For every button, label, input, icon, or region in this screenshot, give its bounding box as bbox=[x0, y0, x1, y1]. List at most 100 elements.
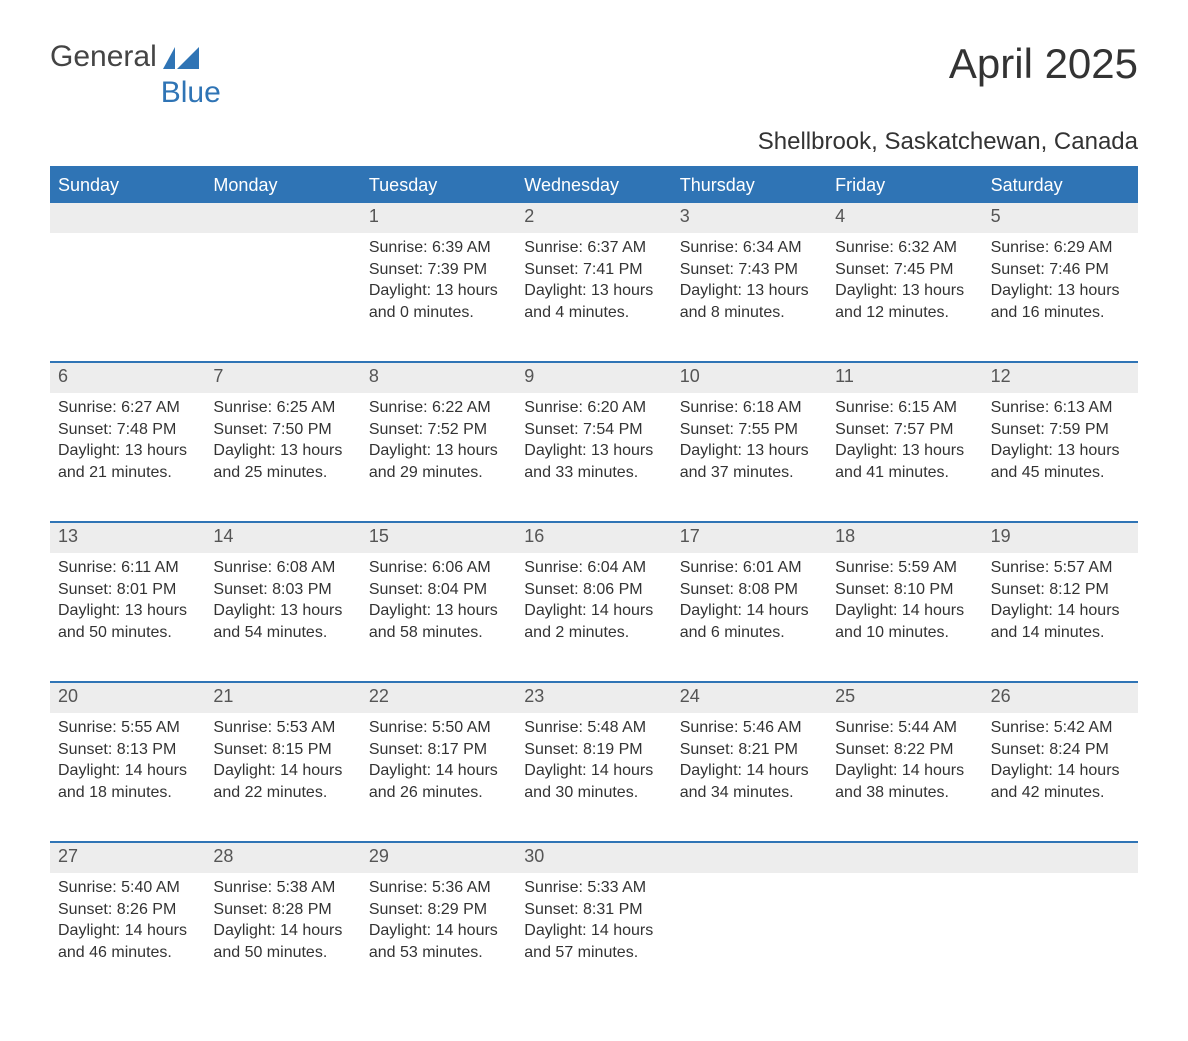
day-number: 27 bbox=[50, 843, 205, 873]
sunrise-text: Sunrise: 6:11 AM bbox=[58, 557, 197, 579]
sunset-text: Sunset: 7:41 PM bbox=[524, 259, 663, 281]
sunset-text: Sunset: 8:06 PM bbox=[524, 579, 663, 601]
day-number: 28 bbox=[205, 843, 360, 873]
title-block: April 2025 bbox=[949, 40, 1138, 88]
day-cell: Sunrise: 5:38 AMSunset: 8:28 PMDaylight:… bbox=[205, 873, 360, 1001]
daylight2-text: and 53 minutes. bbox=[369, 942, 508, 964]
sunset-text: Sunset: 7:39 PM bbox=[369, 259, 508, 281]
sunset-text: Sunset: 8:04 PM bbox=[369, 579, 508, 601]
daylight2-text: and 22 minutes. bbox=[213, 782, 352, 804]
day-number: 19 bbox=[983, 523, 1138, 553]
sunrise-text: Sunrise: 6:22 AM bbox=[369, 397, 508, 419]
sunrise-text: Sunrise: 5:36 AM bbox=[369, 877, 508, 899]
daylight2-text: and 34 minutes. bbox=[680, 782, 819, 804]
sunset-text: Sunset: 7:43 PM bbox=[680, 259, 819, 281]
dow-cell: Tuesday bbox=[361, 168, 516, 203]
sunset-text: Sunset: 7:57 PM bbox=[835, 419, 974, 441]
day-number: 2 bbox=[516, 203, 671, 233]
sunset-text: Sunset: 7:59 PM bbox=[991, 419, 1130, 441]
logo-part1: General bbox=[50, 40, 157, 74]
day-cell bbox=[205, 233, 360, 361]
sunrise-text: Sunrise: 5:38 AM bbox=[213, 877, 352, 899]
daylight1-text: Daylight: 14 hours bbox=[835, 600, 974, 622]
sunrise-text: Sunrise: 6:06 AM bbox=[369, 557, 508, 579]
daylight1-text: Daylight: 14 hours bbox=[213, 760, 352, 782]
sunrise-text: Sunrise: 6:20 AM bbox=[524, 397, 663, 419]
daylight2-text: and 57 minutes. bbox=[524, 942, 663, 964]
day-cell: Sunrise: 6:08 AMSunset: 8:03 PMDaylight:… bbox=[205, 553, 360, 681]
day-cell: Sunrise: 6:25 AMSunset: 7:50 PMDaylight:… bbox=[205, 393, 360, 521]
day-number: 20 bbox=[50, 683, 205, 713]
sunset-text: Sunset: 8:17 PM bbox=[369, 739, 508, 761]
day-cell: Sunrise: 5:50 AMSunset: 8:17 PMDaylight:… bbox=[361, 713, 516, 841]
day-cell: Sunrise: 6:15 AMSunset: 7:57 PMDaylight:… bbox=[827, 393, 982, 521]
day-cell: Sunrise: 6:06 AMSunset: 8:04 PMDaylight:… bbox=[361, 553, 516, 681]
day-cell: Sunrise: 6:04 AMSunset: 8:06 PMDaylight:… bbox=[516, 553, 671, 681]
daylight1-text: Daylight: 13 hours bbox=[524, 280, 663, 302]
daylight1-text: Daylight: 14 hours bbox=[58, 760, 197, 782]
day-cell: Sunrise: 5:55 AMSunset: 8:13 PMDaylight:… bbox=[50, 713, 205, 841]
sunset-text: Sunset: 7:48 PM bbox=[58, 419, 197, 441]
daylight1-text: Daylight: 14 hours bbox=[58, 920, 197, 942]
day-cell: Sunrise: 6:32 AMSunset: 7:45 PMDaylight:… bbox=[827, 233, 982, 361]
day-number: 9 bbox=[516, 363, 671, 393]
daylight2-text: and 50 minutes. bbox=[58, 622, 197, 644]
sunrise-text: Sunrise: 6:39 AM bbox=[369, 237, 508, 259]
day-number: 14 bbox=[205, 523, 360, 553]
sunrise-text: Sunrise: 6:08 AM bbox=[213, 557, 352, 579]
day-number: 12 bbox=[983, 363, 1138, 393]
day-cell: Sunrise: 6:29 AMSunset: 7:46 PMDaylight:… bbox=[983, 233, 1138, 361]
day-cell: Sunrise: 6:11 AMSunset: 8:01 PMDaylight:… bbox=[50, 553, 205, 681]
daylight1-text: Daylight: 13 hours bbox=[680, 280, 819, 302]
daylight1-text: Daylight: 13 hours bbox=[991, 280, 1130, 302]
sunrise-text: Sunrise: 6:04 AM bbox=[524, 557, 663, 579]
daylight1-text: Daylight: 13 hours bbox=[835, 440, 974, 462]
sunrise-text: Sunrise: 6:25 AM bbox=[213, 397, 352, 419]
day-cell: Sunrise: 5:57 AMSunset: 8:12 PMDaylight:… bbox=[983, 553, 1138, 681]
daylight2-text: and 50 minutes. bbox=[213, 942, 352, 964]
day-number: 29 bbox=[361, 843, 516, 873]
daylight1-text: Daylight: 13 hours bbox=[213, 440, 352, 462]
sunrise-text: Sunrise: 5:48 AM bbox=[524, 717, 663, 739]
sunrise-text: Sunrise: 5:40 AM bbox=[58, 877, 197, 899]
daylight1-text: Daylight: 14 hours bbox=[680, 760, 819, 782]
calendar: Sunday Monday Tuesday Wednesday Thursday… bbox=[50, 166, 1138, 1001]
sunset-text: Sunset: 8:31 PM bbox=[524, 899, 663, 921]
daylight2-text: and 37 minutes. bbox=[680, 462, 819, 484]
day-number: 1 bbox=[361, 203, 516, 233]
day-number: 8 bbox=[361, 363, 516, 393]
sunrise-text: Sunrise: 6:27 AM bbox=[58, 397, 197, 419]
day-cell: Sunrise: 5:48 AMSunset: 8:19 PMDaylight:… bbox=[516, 713, 671, 841]
daylight2-text: and 41 minutes. bbox=[835, 462, 974, 484]
sunrise-text: Sunrise: 6:01 AM bbox=[680, 557, 819, 579]
day-number: 15 bbox=[361, 523, 516, 553]
sunrise-text: Sunrise: 5:53 AM bbox=[213, 717, 352, 739]
day-number: 18 bbox=[827, 523, 982, 553]
day-number bbox=[205, 203, 360, 233]
sunset-text: Sunset: 7:50 PM bbox=[213, 419, 352, 441]
day-cell: Sunrise: 6:27 AMSunset: 7:48 PMDaylight:… bbox=[50, 393, 205, 521]
day-cell: Sunrise: 6:20 AMSunset: 7:54 PMDaylight:… bbox=[516, 393, 671, 521]
day-cell: Sunrise: 5:36 AMSunset: 8:29 PMDaylight:… bbox=[361, 873, 516, 1001]
day-number: 26 bbox=[983, 683, 1138, 713]
day-cell: Sunrise: 5:42 AMSunset: 8:24 PMDaylight:… bbox=[983, 713, 1138, 841]
day-number: 13 bbox=[50, 523, 205, 553]
sunrise-text: Sunrise: 5:59 AM bbox=[835, 557, 974, 579]
daylight2-text: and 10 minutes. bbox=[835, 622, 974, 644]
sunset-text: Sunset: 8:21 PM bbox=[680, 739, 819, 761]
sunset-text: Sunset: 8:12 PM bbox=[991, 579, 1130, 601]
day-cell: Sunrise: 6:13 AMSunset: 7:59 PMDaylight:… bbox=[983, 393, 1138, 521]
daylight2-text: and 25 minutes. bbox=[213, 462, 352, 484]
day-cell: Sunrise: 5:33 AMSunset: 8:31 PMDaylight:… bbox=[516, 873, 671, 1001]
daylight1-text: Daylight: 13 hours bbox=[524, 440, 663, 462]
daylight2-text: and 26 minutes. bbox=[369, 782, 508, 804]
daylight2-text: and 30 minutes. bbox=[524, 782, 663, 804]
sunset-text: Sunset: 8:19 PM bbox=[524, 739, 663, 761]
day-number: 5 bbox=[983, 203, 1138, 233]
day-cell: Sunrise: 5:44 AMSunset: 8:22 PMDaylight:… bbox=[827, 713, 982, 841]
daylight2-text: and 14 minutes. bbox=[991, 622, 1130, 644]
sunset-text: Sunset: 8:13 PM bbox=[58, 739, 197, 761]
week-row: 27282930Sunrise: 5:40 AMSunset: 8:26 PMD… bbox=[50, 841, 1138, 1001]
day-number bbox=[672, 843, 827, 873]
sunrise-text: Sunrise: 5:33 AM bbox=[524, 877, 663, 899]
